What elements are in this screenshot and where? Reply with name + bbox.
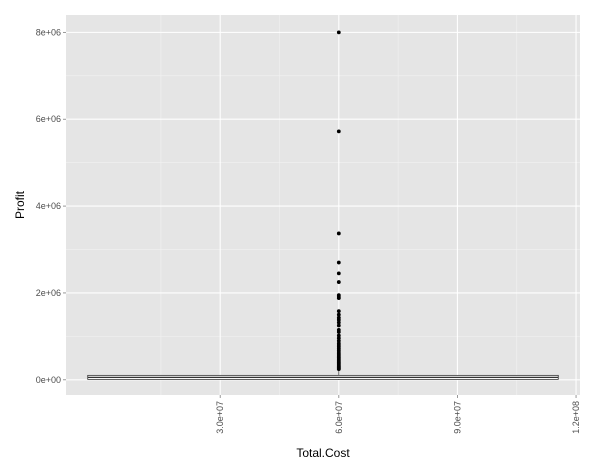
outlier-point [336, 30, 341, 35]
outlier-point [336, 260, 341, 265]
outlier-point [336, 333, 341, 338]
outlier-point [336, 367, 341, 372]
x-tick-label: 3.0e+07 [215, 401, 225, 434]
outlier-point [336, 280, 341, 284]
x-axis-title: Total.Cost [296, 446, 350, 460]
grid-major [66, 15, 580, 395]
x-tick-label: 1.2e+08 [571, 401, 581, 434]
outlier-point [336, 271, 341, 276]
grid-minor [66, 15, 580, 395]
outlier-point [336, 320, 341, 325]
outlier-point [336, 330, 341, 334]
outlier-point [336, 336, 341, 341]
y-tick-label: 0e+00 [36, 375, 61, 385]
outlier-point [336, 338, 341, 343]
outlier-points [336, 30, 341, 372]
boxplot [87, 369, 559, 380]
y-axis: 0e+00 2e+06 4e+06 6e+06 8e+06 [36, 27, 66, 385]
outlier-point [336, 309, 341, 314]
x-tick-label: 6.0e+07 [334, 401, 344, 434]
y-tick-label: 8e+06 [36, 27, 61, 37]
y-axis-title: Profit [13, 190, 27, 219]
outlier-point [336, 129, 341, 134]
y-tick-label: 2e+06 [36, 288, 61, 298]
x-tick-label: 9.0e+07 [452, 401, 462, 434]
plot-panel [66, 15, 580, 395]
outlier-point [336, 317, 341, 322]
outlier-point [336, 312, 341, 317]
x-axis: 3.0e+07 6.0e+07 9.0e+07 1.2e+08 [215, 395, 581, 434]
outlier-point [336, 296, 341, 301]
outlier-point [336, 231, 341, 236]
y-tick-label: 6e+06 [36, 114, 61, 124]
y-tick-label: 4e+06 [36, 201, 61, 211]
outlier-point [336, 323, 341, 328]
